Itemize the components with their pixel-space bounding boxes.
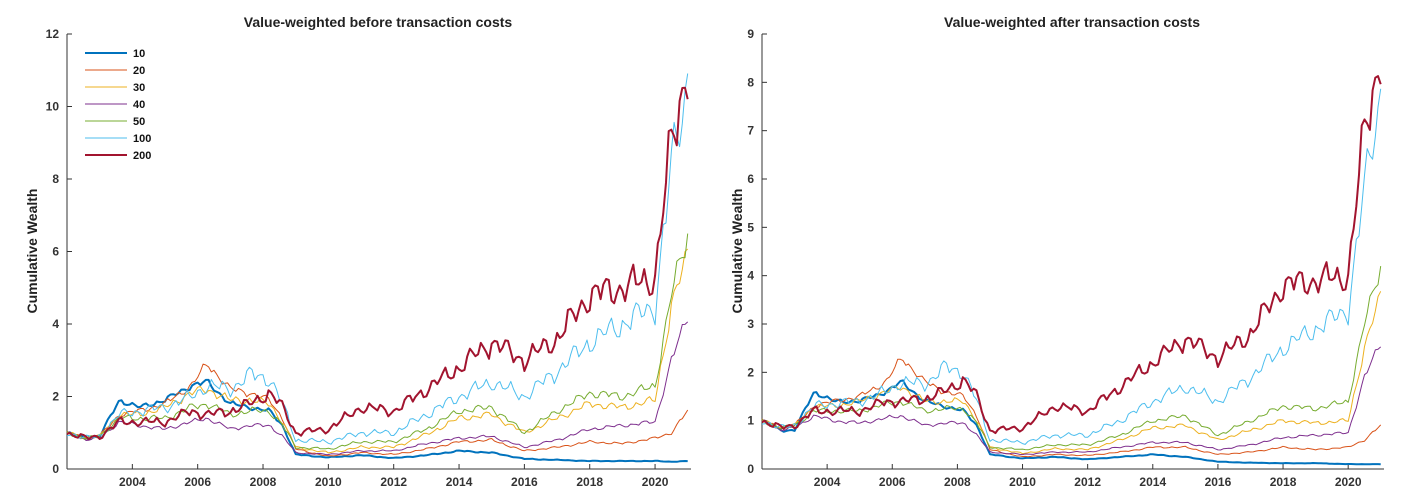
series-line-200	[761, 75, 1382, 435]
y-tick-label: 3	[747, 317, 754, 331]
x-tick-label: 2004	[814, 475, 841, 489]
x-tick-label: 2006	[879, 475, 906, 489]
series-line-100	[761, 88, 1382, 445]
x-tick-label: 2008	[944, 475, 971, 489]
x-tick-label: 2020	[1335, 475, 1362, 489]
x-tick-label: 2020	[642, 475, 669, 489]
series-line-200	[66, 86, 689, 441]
y-tick-label: 1	[747, 414, 754, 428]
y-tick-label: 8	[747, 75, 754, 89]
y-tick-label: 0	[747, 462, 754, 476]
series-line-50	[761, 266, 1382, 451]
x-tick-label: 2016	[1205, 475, 1232, 489]
series-line-20	[761, 358, 1382, 458]
chart-left-title: Value-weighted before transaction costs	[244, 14, 513, 30]
series-line-40	[66, 321, 689, 456]
y-tick-label: 12	[46, 27, 60, 41]
x-tick-label: 2006	[184, 475, 211, 489]
x-tick-label: 2004	[119, 475, 146, 489]
y-tick-label: 10	[46, 100, 60, 114]
x-tick-label: 2008	[250, 475, 277, 489]
series-line-50	[66, 233, 689, 450]
y-tick-label: 6	[747, 172, 754, 186]
x-tick-label: 2010	[315, 475, 342, 489]
series-line-10	[762, 379, 1381, 466]
series-line-20	[66, 363, 689, 457]
chart-right-title: Value-weighted after transaction costs	[944, 14, 1200, 30]
legend-label: 200	[133, 150, 151, 162]
chart-right-panel: Value-weighted after transaction costs C…	[729, 14, 1384, 489]
y-tick-label: 8	[52, 172, 59, 186]
series-line-30	[66, 248, 689, 454]
legend-label: 50	[133, 116, 145, 128]
legend-label: 40	[133, 99, 145, 111]
x-tick-label: 2012	[380, 475, 407, 489]
x-tick-label: 2010	[1009, 475, 1036, 489]
x-tick-label: 2014	[446, 475, 473, 489]
chart-left-ylabel: Cumulative Wealth	[24, 189, 40, 314]
y-tick-label: 5	[747, 220, 754, 234]
y-tick-label: 4	[747, 269, 754, 283]
series-line-10	[66, 378, 688, 463]
y-tick-label: 9	[747, 27, 754, 41]
chart-left-panel: Value-weighted before transaction costs …	[24, 14, 691, 489]
legend-label: 20	[133, 65, 145, 77]
chart-right-ylabel: Cumulative Wealth	[729, 189, 745, 314]
series-line-100	[66, 73, 689, 445]
legend-label: 30	[133, 82, 145, 94]
y-tick-label: 2	[52, 390, 59, 404]
legend-label: 10	[133, 48, 145, 60]
y-tick-label: 0	[52, 462, 59, 476]
legend-label: 100	[133, 133, 151, 145]
series-line-30	[761, 291, 1382, 455]
x-tick-label: 2018	[576, 475, 603, 489]
y-tick-label: 7	[747, 124, 754, 138]
x-tick-label: 2014	[1139, 475, 1166, 489]
y-tick-label: 4	[52, 317, 59, 331]
series-line-40	[761, 346, 1382, 456]
x-tick-label: 2018	[1270, 475, 1297, 489]
y-tick-label: 6	[52, 245, 59, 259]
x-tick-label: 2012	[1074, 475, 1101, 489]
x-tick-label: 2016	[511, 475, 538, 489]
y-tick-label: 2	[747, 365, 754, 379]
